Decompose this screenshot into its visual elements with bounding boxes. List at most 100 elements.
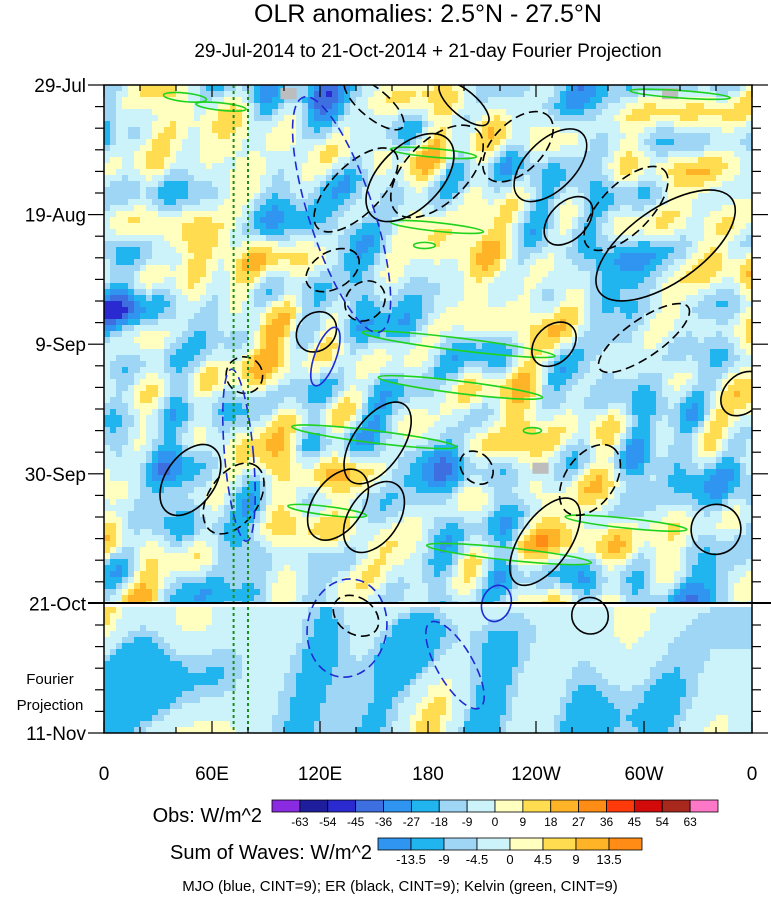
colorbar-swatch (509, 837, 544, 851)
mjo-contour (480, 584, 513, 623)
er-contour (343, 401, 413, 485)
waves-colorbar: -13.5 -9 -4.5 0 4.5 9 13.5 (377, 837, 643, 867)
er-contour (343, 85, 405, 131)
colorbar-label: -13.5 (396, 852, 426, 867)
x-tick-label: 60W (624, 764, 663, 785)
er-contour (583, 165, 669, 252)
colorbar-swatch (410, 799, 440, 813)
missing-data-block (532, 462, 549, 474)
colorbar-swatch (542, 837, 577, 851)
colorbar-label: 9 (520, 815, 527, 829)
colorbar-label: 0 (492, 815, 499, 829)
colorbar-swatch (575, 837, 610, 851)
er-contour (365, 132, 455, 223)
missing-data-block (662, 88, 679, 100)
colorbar-swatch (355, 799, 384, 813)
colorbar-label: -18 (431, 815, 449, 829)
colorbar-swatch (550, 799, 580, 813)
mjo-contour (309, 326, 341, 387)
er-contour (459, 450, 494, 486)
x-tick-label: 120E (298, 764, 342, 785)
x-axis: 0 60E 120E 180 120W 60W 0 (99, 85, 758, 785)
chart-subtitle: 29-Jul-2014 to 21-Oct-2014 + 21-day Four… (194, 41, 661, 62)
colorbar-label: 13.5 (596, 852, 621, 867)
y-tick-label: 21-Oct (29, 594, 87, 615)
colorbar-label: 45 (628, 815, 642, 829)
er-contour (438, 85, 490, 127)
er-contour (305, 247, 361, 293)
colorbar-label: -27 (403, 815, 421, 829)
waves-legend-label: Sum of Waves: W/m^2 (170, 842, 372, 864)
mjo-contour (291, 95, 392, 334)
colorbar-label: 18 (544, 815, 558, 829)
er-contour (342, 480, 406, 554)
mjo-contour (221, 368, 257, 543)
forecast-label-line-1: Fourier (26, 671, 74, 688)
er-contour (332, 594, 380, 637)
er-contour (225, 355, 264, 395)
x-tick-label: 0 (747, 764, 758, 785)
colorbar-label: 54 (656, 815, 670, 829)
colorbar-swatch (476, 837, 511, 851)
er-contours (159, 85, 752, 637)
y-tick-label: 11-Nov (26, 724, 86, 745)
er-contour (720, 370, 752, 417)
colorbar-swatch (271, 799, 301, 813)
colorbar-label: 27 (572, 815, 586, 829)
colorbar-label: -9 (462, 815, 473, 829)
mjo-contour (306, 578, 388, 678)
er-contour (595, 189, 737, 302)
colorbar-swatch (410, 837, 445, 851)
kelvin-contour (425, 542, 593, 566)
forecast-anomaly-field (104, 607, 752, 733)
kelvin-contour (377, 374, 544, 401)
mjo-contours (221, 95, 513, 710)
er-contour (295, 310, 338, 353)
er-contour (389, 124, 485, 219)
er-contour (482, 110, 554, 183)
colorbar-swatch (522, 799, 552, 813)
plot-area (104, 85, 752, 733)
colorbar-swatch (327, 799, 357, 813)
er-contour (508, 497, 582, 587)
missing-data-block (280, 88, 297, 100)
colorbar-swatch (608, 837, 643, 851)
er-contour (690, 503, 742, 556)
colorbar-swatch (606, 799, 635, 813)
er-contour (344, 280, 386, 322)
er-contour (202, 462, 265, 535)
kelvin-contour (564, 514, 688, 533)
x-tick-label: 180 (412, 764, 444, 785)
kelvin-contour (291, 424, 457, 450)
kelvin-contours (162, 88, 732, 566)
colorbar-swatch (578, 799, 607, 813)
y-tick-label: 19-Aug (25, 206, 86, 227)
kelvin-contour (287, 503, 368, 519)
kelvin-contour (522, 426, 543, 435)
colorbar-label: 36 (600, 815, 614, 829)
kelvin-contour (162, 91, 208, 103)
colorbar-swatch (633, 799, 663, 813)
colorbar-label: 4.5 (534, 852, 552, 867)
colorbar-label: 63 (683, 815, 697, 829)
colorbar-label: 0 (506, 852, 513, 867)
colorbar-label: 9 (572, 852, 579, 867)
er-contour (597, 302, 691, 374)
x-tick-label: 0 (99, 764, 110, 785)
colorbar-label: -9 (438, 852, 450, 867)
er-contour (513, 128, 588, 203)
y-tick-label: 30-Sep (25, 465, 86, 486)
x-tick-label: 60E (195, 764, 229, 785)
obs-anomaly-field (104, 85, 752, 603)
colorbar-label: -63 (291, 815, 309, 829)
x-tick-label: 120W (511, 764, 561, 785)
kelvin-contour (195, 101, 247, 112)
kelvin-contour (389, 146, 478, 160)
y-axis: 29-Jul 19-Aug 9-Sep 30-Sep 21-Oct 11-Nov (25, 76, 768, 745)
kelvin-contour (412, 241, 437, 250)
y-tick-label: 9-Sep (35, 335, 86, 356)
er-contour (558, 443, 622, 517)
er-contour (306, 468, 370, 541)
reference-longitude-lines (232, 85, 249, 733)
